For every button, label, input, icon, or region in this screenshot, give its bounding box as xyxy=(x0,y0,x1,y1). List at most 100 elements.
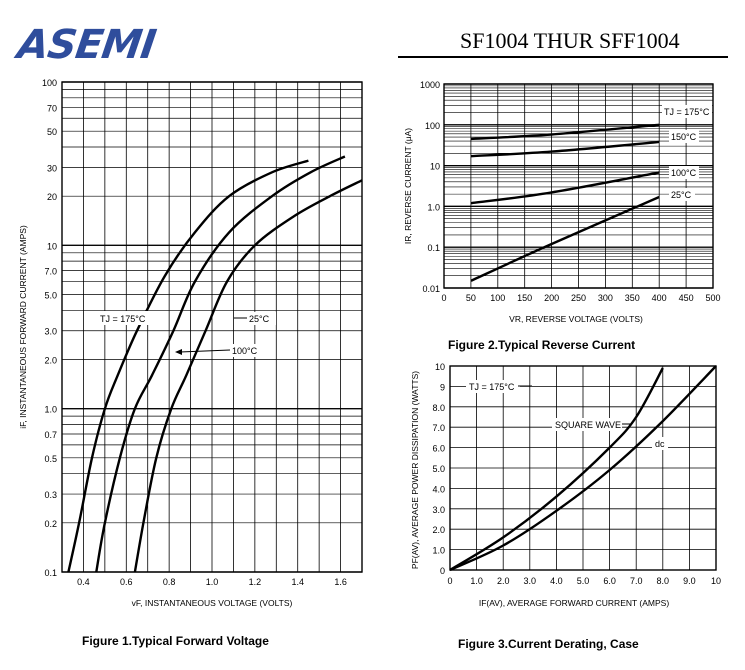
fig1-ytick-label: 50 xyxy=(47,127,57,137)
fig3-label-bg xyxy=(466,380,520,393)
fig1-ytick-label: 100 xyxy=(42,78,57,88)
figure-2-caption: Figure 2.Typical Reverse Current xyxy=(448,338,636,352)
fig1-plot-frame xyxy=(61,81,363,573)
fig2-annotation-0: TJ = 175°C xyxy=(664,107,710,117)
fig3-xtick-label: 5.0 xyxy=(577,576,590,586)
fig3-annotation-square: SQUARE WAVE xyxy=(555,420,621,430)
fig3-annotation-tj: TJ = 175°C xyxy=(469,382,515,392)
fig1-xtick-label: 0.4 xyxy=(77,577,90,587)
fig2-xtick-label: 300 xyxy=(598,293,613,303)
fig1-y-axis-label: iF, INSTANTANEOUS FORWARD CURRENT (AMPS) xyxy=(18,225,28,429)
fig1-xtick-label: 1.0 xyxy=(206,577,219,587)
fig1-ytick-label: 3.0 xyxy=(44,327,57,337)
fig2-xtick-label: 200 xyxy=(544,293,559,303)
fig3-label-bg xyxy=(652,437,668,450)
fig3-xtick-label: 8.0 xyxy=(657,576,670,586)
fig1-ytick-label: 0.2 xyxy=(44,519,57,529)
fig1-xtick-label: 1.4 xyxy=(291,577,304,587)
fig3-annotation-dc: dc xyxy=(655,439,665,449)
fig3-ytick-label: 1.0 xyxy=(432,546,445,556)
fig2-xtick-label: 50 xyxy=(466,293,476,303)
fig1-label-bg xyxy=(246,312,276,325)
fig3-ytick-label: 7.0 xyxy=(432,423,445,433)
fig2-label-bg xyxy=(669,188,695,201)
fig3-ytick-label: 4.0 xyxy=(432,484,445,494)
fig1-annotation-25: 25°C xyxy=(249,314,270,324)
fig2-label-bg xyxy=(669,130,699,143)
fig2-ytick-label: 0.01 xyxy=(422,284,440,294)
fig3-xtick-label: 0 xyxy=(447,576,452,586)
fig3-x-axis-label: IF(AV), AVERAGE FORWARD CURRENT (AMPS) xyxy=(479,598,669,608)
fig1-xtick-label: 1.2 xyxy=(249,577,262,587)
header-rule xyxy=(398,56,728,58)
fig2-ytick-label: 1000 xyxy=(420,80,440,90)
fig2-ytick-label: 1.0 xyxy=(427,202,440,212)
fig3-ytick-label: 3.0 xyxy=(432,505,445,515)
fig1-ytick-label: 0.7 xyxy=(44,430,57,440)
fig1-label-bg xyxy=(96,311,154,325)
fig2-label-bg xyxy=(662,105,712,118)
fig2-xtick-label: 100 xyxy=(490,293,505,303)
fig1-leader-100 xyxy=(179,349,231,353)
fig1-series-line-1 xyxy=(95,155,346,573)
fig2-xtick-label: 150 xyxy=(517,293,532,303)
fig3-series-line-0 xyxy=(449,367,664,572)
fig1-label-bg xyxy=(230,344,262,357)
fig3-plot-frame xyxy=(449,365,717,571)
fig1-series-line-0 xyxy=(67,159,309,573)
fig3-ytick-label: 6.0 xyxy=(432,444,445,454)
fig2-ytick-label: 100 xyxy=(425,121,440,131)
fig3-xtick-label: 1.0 xyxy=(470,576,483,586)
fig2-plot-frame xyxy=(443,83,714,289)
figure-3-caption: Figure 3.Current Derating, Case xyxy=(458,637,639,651)
fig1-xtick-label: 0.6 xyxy=(120,577,133,587)
fig2-y-axis-label: IR, REVERSE CURRENT (μA) xyxy=(403,128,413,244)
fig2-xtick-label: 500 xyxy=(705,293,720,303)
fig3-xtick-label: 2.0 xyxy=(497,576,510,586)
fig1-ytick-label: 7.0 xyxy=(44,267,57,277)
fig1-ytick-label: 0.1 xyxy=(44,568,57,578)
fig3-ytick-label: 9 xyxy=(440,382,445,392)
fig2-label-bg xyxy=(669,166,699,179)
fig3-xtick-label: 6.0 xyxy=(603,576,616,586)
fig3-ytick-label: 5.0 xyxy=(432,464,445,474)
fig2-series-line-0 xyxy=(470,123,660,141)
fig1-xtick-label: 0.8 xyxy=(163,577,176,587)
fig2-ytick-label: 10 xyxy=(430,162,440,172)
fig2-series-line-1 xyxy=(470,140,660,158)
fig3-xtick-label: 7.0 xyxy=(630,576,643,586)
fig1-ytick-label: 0.5 xyxy=(44,454,57,464)
fig1-series-line-2 xyxy=(133,179,363,573)
fig2-ytick-label: 0.1 xyxy=(427,243,440,253)
fig3-ytick-label: 10 xyxy=(435,362,445,372)
fig1-ytick-label: 2.0 xyxy=(44,355,57,365)
fig3-xtick-label: 10 xyxy=(711,576,721,586)
fig2-annotation-2: 100°C xyxy=(671,168,697,178)
fig1-ytick-label: 0.3 xyxy=(44,490,57,500)
fig3-ytick-label: 0 xyxy=(440,566,445,576)
fig2-xtick-label: 450 xyxy=(679,293,694,303)
fig2-annotation-1: 150°C xyxy=(671,132,697,142)
fig1-annotation-175: TJ = 175°C xyxy=(100,314,146,324)
fig1-ytick-label: 30 xyxy=(47,163,57,173)
fig2-xtick-label: 400 xyxy=(652,293,667,303)
fig2-xtick-label: 350 xyxy=(625,293,640,303)
fig3-y-axis-label: PF(AV), AVERAGE POWER DISSIPATION (WATTS… xyxy=(410,371,420,569)
fig2-xtick-label: 0 xyxy=(441,293,446,303)
fig2-series-line-3 xyxy=(470,195,660,282)
fig1-ytick-label: 5.0 xyxy=(44,291,57,301)
figure-1-caption: Figure 1.Typical Forward Voltage xyxy=(82,634,269,648)
fig1-ytick-label: 20 xyxy=(47,192,57,202)
fig1-ytick-label: 1.0 xyxy=(44,405,57,415)
fig1-xtick-label: 1.6 xyxy=(334,577,347,587)
fig2-x-axis-label: VR, REVERSE VOLTAGE (VOLTS) xyxy=(509,314,643,324)
fig3-xtick-label: 9.0 xyxy=(683,576,696,586)
fig3-ytick-label: 2.0 xyxy=(432,525,445,535)
fig1-ytick-label: 70 xyxy=(47,103,57,113)
fig1-annotation-100: 100°C xyxy=(232,346,258,356)
fig2-xtick-label: 250 xyxy=(571,293,586,303)
fig3-ytick-label: 8.0 xyxy=(432,403,445,413)
